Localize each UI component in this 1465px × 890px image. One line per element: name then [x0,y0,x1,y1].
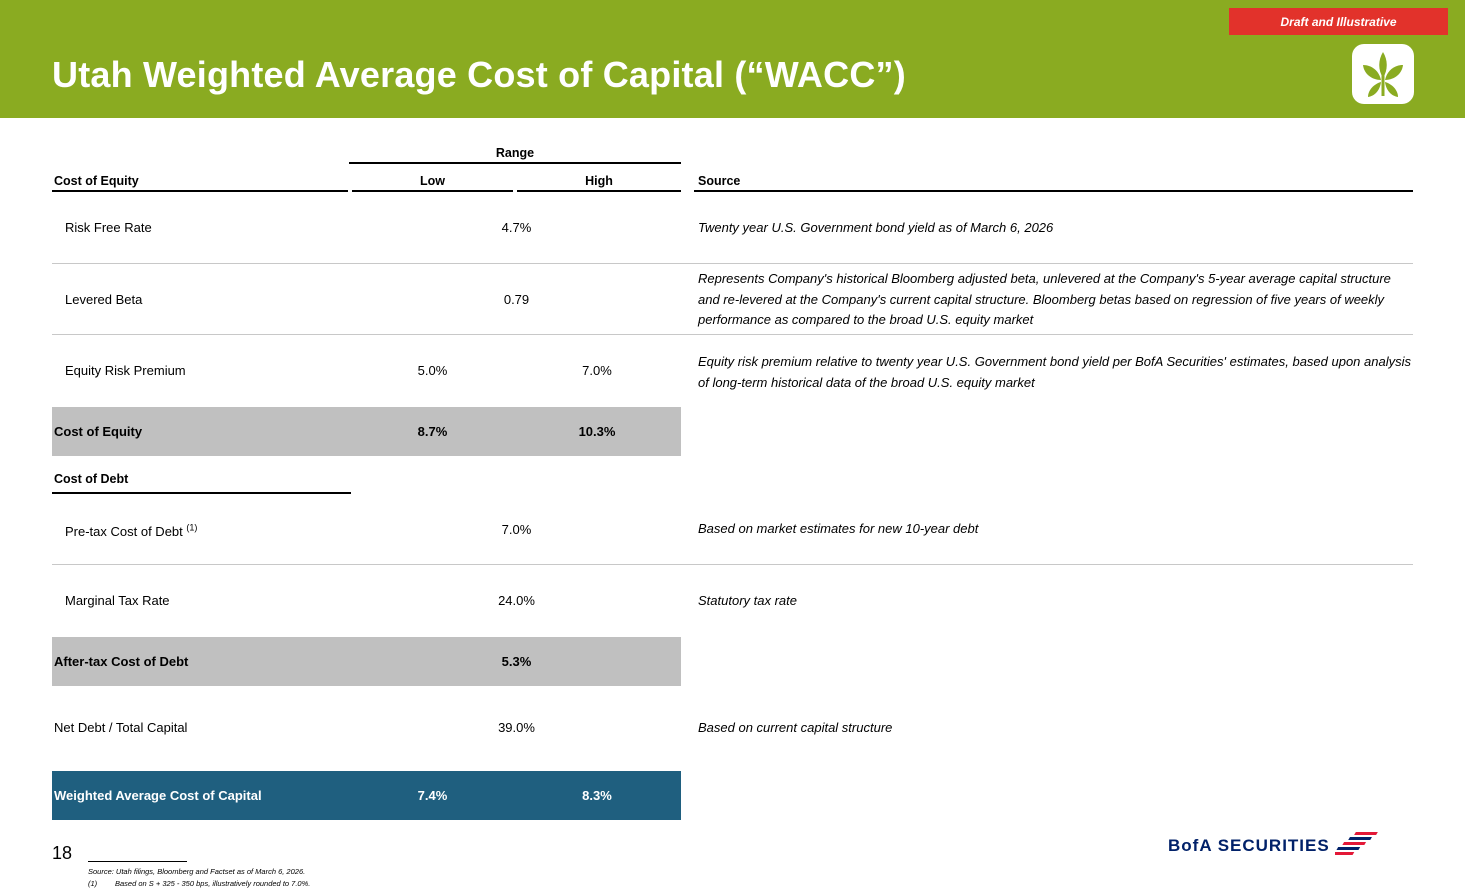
wacc-band [52,771,681,820]
leaf-logo-icon [1352,44,1414,104]
cost-of-equity-total-label: Cost of Equity [54,424,143,439]
levered-beta-source: Represents Company's historical Bloomber… [698,271,1391,327]
debt-header-rule [52,492,351,494]
equity-risk-premium-low: 5.0% [417,363,448,378]
high-column-header: High [585,174,613,188]
footnote-rule [88,861,187,862]
range-header: Range [495,146,535,160]
pretax-cost-of-debt-source: Based on market estimates for new 10-yea… [698,521,979,536]
page-title: Utah Weighted Average Cost of Capital (“… [52,54,906,95]
after-tax-cost-of-debt-value: 5.3% [501,654,532,669]
page-number: 18 [52,843,73,863]
levered-beta-label: Levered Beta [65,292,143,307]
pretax-cost-of-debt-value: 7.0% [501,522,532,537]
equity-risk-premium-high: 7.0% [582,363,612,378]
net-debt-total-capital-value: 39.0% [498,720,535,735]
equity-risk-premium-label: Equity Risk Premium [65,363,186,378]
row-divider [52,564,1413,565]
cost-of-equity-section-header: Cost of Equity [54,174,139,188]
net-debt-total-capital-source: Based on current capital structure [698,720,893,735]
wacc-low: 7.4% [417,788,448,803]
pretax-cost-of-debt-label: Pre-tax Cost of Debt (1) [65,522,198,539]
cost-of-debt-section-header: Cost of Debt [54,472,129,486]
bofa-flag-icon [1335,830,1380,856]
after-tax-cost-of-debt-band [52,637,681,686]
risk-free-rate-label: Risk Free Rate [65,220,152,235]
bofa-securities-wordmark: BofA SECURITIES [1168,836,1330,855]
row-divider [52,334,1413,335]
after-tax-cost-of-debt-label: After-tax Cost of Debt [54,654,189,669]
header-rule-source [694,190,1413,192]
marginal-tax-rate-label: Marginal Tax Rate [65,593,170,608]
wacc-label: Weighted Average Cost of Capital [54,788,262,803]
net-debt-total-capital-label: Net Debt / Total Capital [54,720,188,735]
cost-of-equity-high: 10.3% [578,424,616,439]
risk-free-rate-source: Twenty year U.S. Government bond yield a… [698,220,1054,235]
marginal-tax-rate-source: Statutory tax rate [698,593,797,608]
marginal-tax-rate-value: 24.0% [498,593,535,608]
footnote-number: (1) [88,879,98,888]
header-bar [0,0,1465,118]
header-rule-label [52,190,348,192]
cost-of-equity-low: 8.7% [417,424,448,439]
risk-free-rate-value: 4.7% [501,220,532,235]
range-rule [349,162,681,164]
footnote-text: Based on S + 325 - 350 bps, illustrative… [115,879,311,888]
header-rule-low [352,190,513,192]
footnote-ref: (1) [186,522,198,533]
draft-badge: Draft and Illustrative [1229,8,1448,35]
equity-risk-premium-source: Equity risk premium relative to twenty y… [698,354,1411,390]
footnote-1: (1) Based on S + 325 - 350 bps, illustrat… [88,879,310,888]
cost-of-equity-band [52,407,681,456]
source-column-header: Source [698,174,741,188]
row-divider [52,263,1413,264]
low-column-header: Low [420,174,445,188]
levered-beta-value: 0.79 [503,292,530,307]
wacc-high: 8.3% [582,788,612,803]
source-note: Source: Utah filings, Bloomberg and Fact… [88,867,306,876]
header-rule-high [517,190,681,192]
